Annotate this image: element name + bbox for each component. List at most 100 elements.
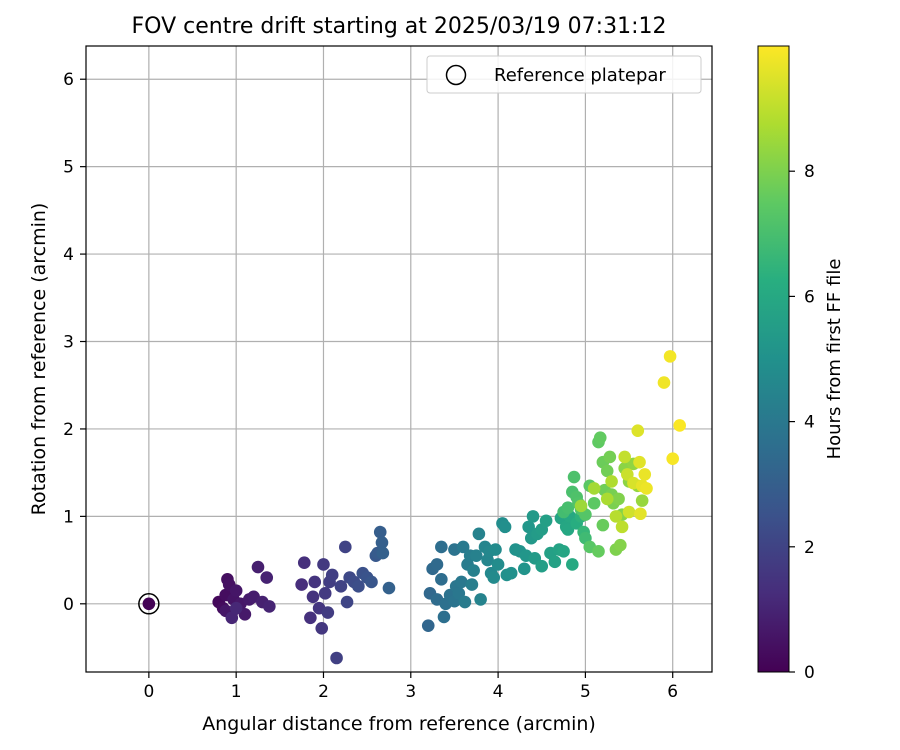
data-point bbox=[561, 523, 575, 536]
data-point bbox=[469, 549, 483, 563]
data-point bbox=[365, 575, 378, 589]
data-point bbox=[321, 606, 335, 619]
x-tick-label: 1 bbox=[231, 682, 242, 702]
colorbar-label: Hours from first FF file bbox=[824, 259, 845, 460]
data-point bbox=[561, 501, 575, 514]
colorbar-gradient bbox=[757, 45, 790, 673]
data-point bbox=[535, 559, 549, 573]
data-point bbox=[472, 527, 486, 541]
data-point bbox=[612, 492, 625, 506]
data-point bbox=[455, 575, 468, 589]
data-point bbox=[522, 520, 535, 534]
data-point bbox=[315, 621, 329, 635]
data-point bbox=[225, 611, 239, 625]
legend-box bbox=[426, 55, 702, 94]
x-axis-label: Angular distance from reference (arcmin) bbox=[202, 713, 596, 735]
colorbar: 0 2 4 6 8 Hours from first FF file bbox=[757, 45, 845, 683]
data-point bbox=[260, 571, 274, 584]
colorbar-tick-label: 8 bbox=[804, 162, 815, 182]
data-point bbox=[373, 525, 387, 539]
data-point bbox=[458, 595, 472, 609]
data-point bbox=[352, 580, 365, 593]
legend-reference-marker bbox=[445, 64, 467, 86]
colorbar-tick-label: 2 bbox=[804, 538, 815, 558]
chart-title: FOV centre drift starting at 2025/03/19 … bbox=[132, 14, 667, 39]
data-point bbox=[557, 545, 570, 558]
y-tick-label: 0 bbox=[63, 595, 74, 615]
plot-frame bbox=[85, 45, 713, 673]
data-point bbox=[593, 431, 607, 444]
data-point bbox=[634, 507, 647, 521]
data-point bbox=[609, 510, 623, 523]
data-point bbox=[229, 601, 243, 615]
data-point bbox=[600, 464, 614, 478]
colorbar-tick-label: 6 bbox=[804, 287, 815, 307]
data-point bbox=[517, 562, 531, 576]
data-point bbox=[376, 546, 390, 560]
legend: Reference platepar bbox=[426, 55, 702, 94]
data-points bbox=[142, 350, 686, 665]
data-point bbox=[295, 578, 308, 591]
data-point bbox=[567, 470, 581, 484]
data-point bbox=[339, 540, 352, 554]
data-point bbox=[633, 455, 646, 469]
data-point bbox=[605, 475, 618, 488]
y-tick-label: 1 bbox=[63, 507, 74, 527]
data-point bbox=[238, 607, 252, 621]
data-point bbox=[640, 482, 653, 495]
data-point bbox=[435, 573, 448, 586]
data-point bbox=[603, 450, 617, 464]
data-point bbox=[596, 518, 610, 532]
data-point bbox=[465, 578, 479, 591]
data-point bbox=[474, 593, 487, 606]
data-point bbox=[615, 520, 629, 534]
data-point bbox=[657, 376, 671, 389]
data-point bbox=[318, 587, 332, 600]
data-point bbox=[587, 496, 601, 510]
data-point bbox=[430, 558, 444, 571]
data-point bbox=[631, 424, 645, 437]
data-point bbox=[263, 600, 276, 613]
y-tick-label: 2 bbox=[63, 420, 74, 440]
data-point bbox=[663, 350, 677, 363]
data-point bbox=[304, 611, 317, 625]
data-point bbox=[487, 571, 501, 584]
y-tick-label: 3 bbox=[63, 333, 74, 353]
data-point bbox=[437, 610, 451, 624]
data-point bbox=[614, 538, 627, 552]
data-point bbox=[566, 558, 579, 571]
colorbar-ticks: 0 2 4 6 8 bbox=[789, 162, 815, 683]
x-axis-ticks: 0 1 2 3 4 5 6 bbox=[143, 672, 678, 702]
data-point bbox=[638, 468, 652, 481]
data-point bbox=[308, 575, 322, 589]
y-axis-ticks: 0 1 2 3 4 5 6 bbox=[63, 70, 86, 615]
data-point bbox=[489, 543, 502, 556]
y-tick-label: 5 bbox=[63, 158, 74, 178]
grid bbox=[86, 46, 712, 672]
data-point bbox=[229, 584, 243, 597]
data-point bbox=[621, 468, 634, 481]
data-point bbox=[673, 419, 686, 432]
data-point bbox=[297, 556, 311, 570]
x-tick-label: 5 bbox=[580, 682, 591, 702]
data-point bbox=[526, 510, 540, 523]
data-point bbox=[635, 494, 649, 507]
x-tick-label: 0 bbox=[143, 682, 154, 702]
x-tick-label: 6 bbox=[667, 682, 678, 702]
data-point bbox=[587, 482, 601, 495]
x-tick-label: 3 bbox=[405, 682, 416, 702]
data-point bbox=[491, 558, 505, 571]
data-point bbox=[666, 452, 680, 465]
data-point bbox=[622, 505, 636, 519]
y-tick-label: 6 bbox=[63, 70, 74, 90]
data-point bbox=[618, 450, 631, 464]
data-point bbox=[142, 597, 156, 611]
data-point bbox=[600, 492, 614, 506]
data-point bbox=[325, 568, 339, 582]
data-point bbox=[382, 581, 396, 595]
data-point bbox=[456, 540, 470, 554]
data-point bbox=[504, 566, 518, 580]
data-point bbox=[306, 590, 320, 604]
data-point bbox=[334, 580, 348, 593]
